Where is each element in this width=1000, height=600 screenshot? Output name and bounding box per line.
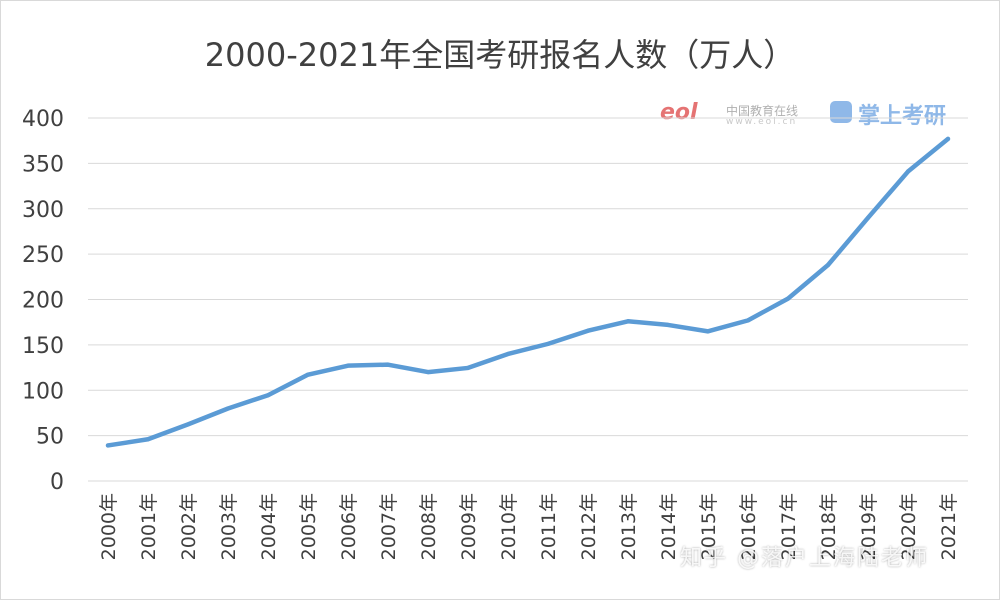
x-tick-label: 2007年: [378, 493, 400, 560]
y-tick-label: 100: [22, 379, 64, 404]
data-point: [946, 136, 950, 141]
data-point: [146, 437, 150, 442]
x-tick-label: 2017年: [778, 493, 800, 560]
y-tick-label: 300: [22, 198, 64, 223]
x-axis-ticks: 2000年 2001年 2002年 2003年 2004年 2005年 2006年 2007年…: [98, 493, 960, 560]
y-tick-label: 200: [22, 289, 64, 314]
eol-site-url: www.eol.cn: [726, 117, 798, 127]
y-tick-label: 0: [50, 470, 64, 495]
data-point: [466, 365, 470, 370]
x-tick-label: 2015年: [698, 493, 720, 560]
data-point: [626, 319, 630, 324]
y-tick-label: 50: [36, 425, 64, 450]
data-point: [746, 318, 750, 323]
y-tick-label: 250: [22, 243, 64, 268]
x-tick-label: 2012年: [578, 493, 600, 560]
data-point: [426, 370, 430, 375]
x-tick-label: 2011年: [538, 493, 560, 560]
x-tick-label: 2020年: [898, 493, 920, 560]
x-tick-label: 2018年: [818, 493, 840, 560]
series-group: [105, 136, 951, 448]
data-point: [546, 341, 550, 346]
y-tick-label: 400: [22, 107, 64, 132]
x-tick-label: 2004年: [258, 493, 280, 560]
data-point: [226, 406, 230, 411]
data-point: [106, 443, 110, 448]
gridlines: [88, 117, 968, 482]
data-point: [826, 263, 830, 268]
data-point: [306, 372, 310, 377]
x-tick-label: 2016年: [738, 493, 760, 560]
y-tick-label: 150: [22, 334, 64, 359]
x-tick-label: 2009年: [458, 493, 480, 560]
data-point: [866, 215, 870, 220]
data-point: [666, 322, 670, 327]
x-tick-label: 2021年: [938, 493, 960, 560]
x-tick-label: 2005年: [298, 493, 320, 560]
y-axis-ticks: 0 50 100 150 200 250 300 350 400: [22, 107, 64, 495]
eol-site-name: 中国教育在线: [726, 104, 799, 118]
eol-logo: eol: [660, 100, 698, 125]
x-tick-label: 2000年: [98, 493, 120, 560]
x-tick-label: 2013年: [618, 493, 640, 560]
x-tick-label: 2019年: [858, 493, 880, 560]
x-tick-label: 2006年: [338, 493, 360, 560]
data-point: [266, 393, 270, 398]
data-point: [506, 351, 510, 356]
x-tick-label: 2001年: [138, 493, 160, 560]
x-tick-label: 2008年: [418, 493, 440, 560]
data-point: [186, 422, 190, 427]
data-point: [586, 328, 590, 333]
series-line: [105, 136, 951, 448]
x-tick-label: 2003年: [218, 493, 240, 560]
app-logo-name: 掌上考研: [858, 104, 947, 129]
data-point: [786, 296, 790, 301]
y-tick-label: 350: [22, 152, 64, 177]
x-tick-label: 2010年: [498, 493, 520, 560]
x-tick-label: 2002年: [178, 493, 200, 560]
data-point: [346, 363, 350, 368]
data-point: [386, 362, 390, 367]
x-tick-label: 2014年: [658, 493, 680, 560]
watermark: 知乎 @落户上海陆老师: [680, 546, 929, 571]
chart-title: 2000-2021年全国考研报名人数（万人）: [204, 36, 796, 74]
data-point: [906, 169, 910, 174]
data-point: [706, 329, 710, 334]
